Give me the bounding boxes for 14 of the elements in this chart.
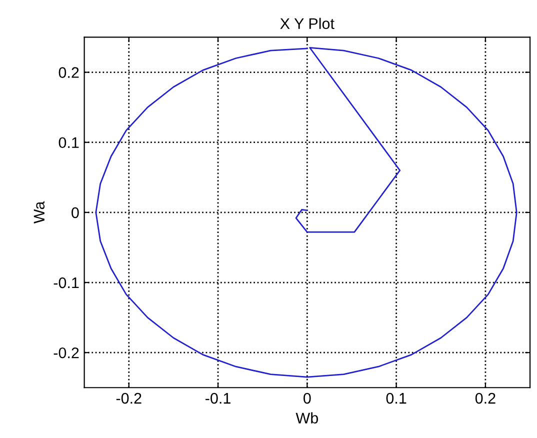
y-tick-label: 0	[72, 207, 79, 218]
x-tick-label: 0.1	[386, 392, 406, 404]
chart-title: X Y Plot	[280, 18, 334, 30]
y-tick-label: -0.1	[54, 277, 79, 288]
line-series	[95, 47, 518, 378]
y-tick-label: 0.2	[58, 67, 79, 78]
x-tick-label: -0.1	[206, 392, 230, 404]
y-tick-label: 0.1	[58, 137, 79, 148]
x-tick-label: 0	[304, 392, 311, 404]
x-tick-label: -0.2	[116, 392, 142, 404]
y-tick-label: -0.2	[54, 347, 79, 358]
y-axis-title: Wa	[34, 201, 45, 224]
x-axis-title: Wb	[296, 412, 318, 424]
x-tick-label: 0.2	[475, 392, 496, 404]
